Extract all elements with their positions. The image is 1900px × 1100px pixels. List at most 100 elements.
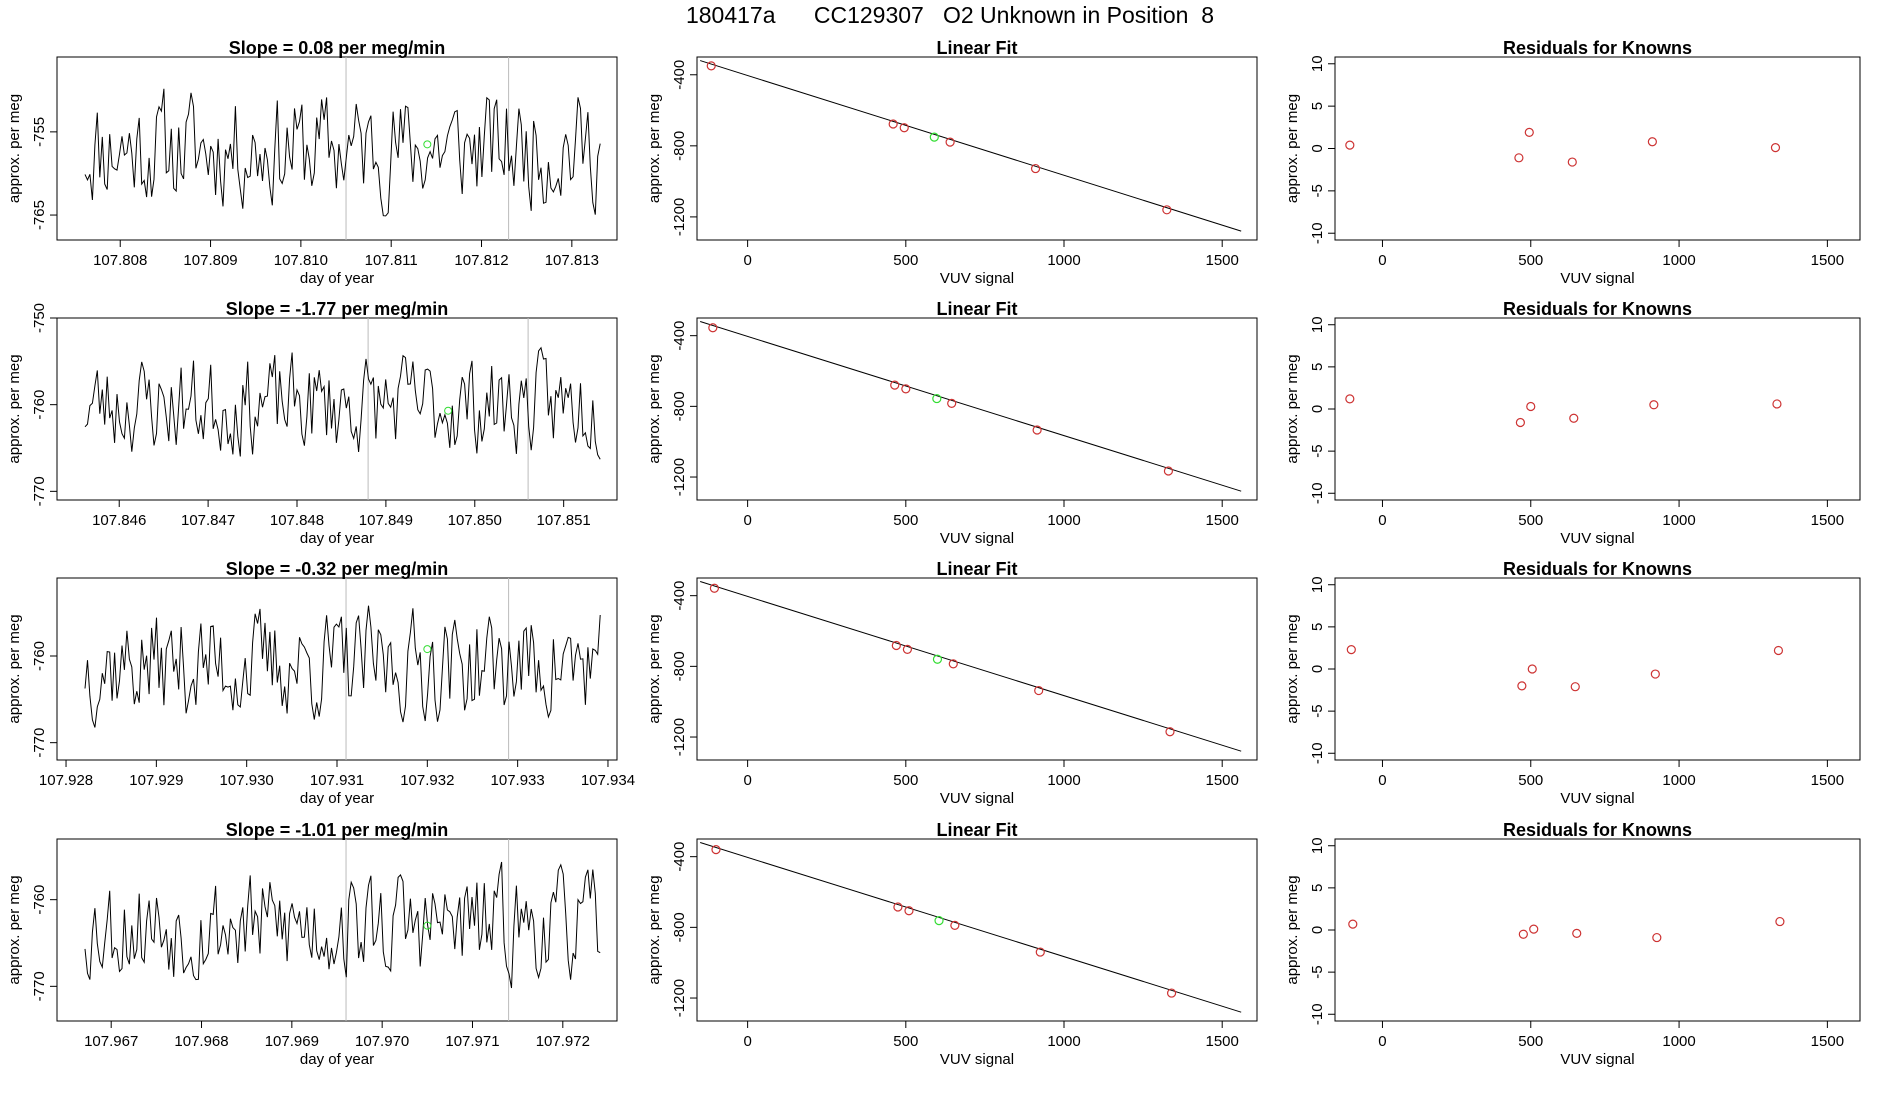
- known-point: [1035, 947, 1045, 957]
- x-axis-label: VUV signal: [1560, 1051, 1634, 1068]
- known-point: [1772, 399, 1782, 409]
- x-tick-label: 1000: [1047, 512, 1080, 529]
- known-point: [891, 640, 901, 651]
- x-tick-label: 1500: [1206, 512, 1239, 529]
- unknown-point: [932, 393, 942, 404]
- x-tick-label: 1000: [1662, 1033, 1695, 1050]
- x-tick-label: 0: [743, 512, 751, 529]
- panel-3-2: Residuals for Knowns 0 500 1000 1500 VUV sign…: [1284, 299, 1861, 547]
- known-point: [1773, 645, 1784, 656]
- x-tick-label: 107.931: [310, 772, 364, 789]
- y-axis-label: approx. per meg: [1284, 875, 1301, 984]
- unknown-point: [444, 406, 453, 415]
- known-point: [711, 845, 721, 855]
- plot-frame: [1334, 838, 1861, 1022]
- known-point: [1345, 140, 1355, 150]
- known-point: [1348, 919, 1358, 929]
- x-tick-label: 1000: [1047, 772, 1080, 789]
- y-tick-label: -400: [671, 581, 688, 611]
- panel-title: Residuals for Knowns: [1503, 559, 1692, 579]
- x-tick-label: 1000: [1047, 252, 1080, 269]
- known-point: [1650, 669, 1660, 679]
- y-tick-label: 0: [1309, 926, 1326, 934]
- known-point: [893, 902, 903, 912]
- y-axis-label: approx. per meg: [646, 354, 663, 463]
- x-axis-label: VUV signal: [940, 790, 1014, 807]
- x-tick-label: 107.808: [93, 252, 147, 269]
- known-point: [1775, 916, 1785, 927]
- y-tick-label: -5: [1309, 965, 1326, 978]
- x-axis-label: day of year: [300, 530, 374, 547]
- known-point: [901, 384, 911, 394]
- x-tick-label: 1500: [1206, 252, 1239, 269]
- known-point: [1517, 681, 1527, 691]
- y-tick-label: -400: [671, 321, 688, 351]
- known-point: [1569, 413, 1579, 423]
- known-point: [888, 119, 898, 129]
- y-tick-label: -1200: [671, 198, 688, 236]
- y-tick-label: 10: [1309, 837, 1326, 854]
- y-tick-label: -765: [31, 200, 48, 230]
- x-tick-label: 500: [1518, 512, 1543, 529]
- known-point: [948, 659, 958, 669]
- panel-title: Slope = -0.32 per meg/min: [226, 559, 449, 579]
- panel-1-2: Slope = -1.77 per meg/min 107.846 107.847 1…: [6, 299, 618, 547]
- panel-title: Residuals for Knowns: [1503, 820, 1692, 840]
- y-tick-label: -800: [671, 912, 688, 942]
- y-tick-label: -5: [1309, 704, 1326, 717]
- known-point: [1647, 137, 1657, 147]
- y-tick-label: -800: [671, 131, 688, 161]
- x-tick-label: 1500: [1811, 252, 1844, 269]
- x-tick-label: 1500: [1811, 512, 1844, 529]
- unknown-point: [423, 645, 432, 654]
- known-point: [1034, 685, 1044, 696]
- plot-frame: [696, 56, 1258, 241]
- y-tick-label: -10: [1309, 482, 1326, 504]
- y-tick-label: -800: [671, 651, 688, 681]
- y-axis-label: approx. per meg: [646, 614, 663, 723]
- series-trace: [84, 346, 601, 460]
- y-tick-label: 10: [1309, 576, 1326, 593]
- x-tick-label: 107.929: [129, 772, 183, 789]
- y-tick-label: -5: [1309, 184, 1326, 197]
- panel-1-4: Slope = -1.01 per meg/min 107.967 107.968 1…: [6, 820, 618, 1068]
- known-point: [890, 380, 900, 390]
- x-tick-label: 107.848: [270, 512, 324, 529]
- x-tick-label: 107.850: [448, 512, 502, 529]
- plot-frame: [56, 56, 618, 241]
- x-tick-label: 0: [1378, 252, 1386, 269]
- known-point: [706, 61, 716, 71]
- known-point: [1649, 400, 1659, 410]
- known-point: [1567, 157, 1577, 167]
- panel-title: Slope = -1.01 per meg/min: [226, 820, 449, 840]
- known-point: [1346, 645, 1356, 655]
- x-tick-label: 0: [1378, 772, 1386, 789]
- x-tick-label: 107.967: [84, 1033, 138, 1050]
- x-tick-label: 107.934: [581, 772, 635, 789]
- y-tick-label: -800: [671, 391, 688, 421]
- panel-3-1: Residuals for Knowns 0 500 1000 1500 VUV sign…: [1284, 38, 1861, 287]
- x-tick-label: 1500: [1811, 772, 1844, 789]
- unknown-point: [934, 916, 944, 926]
- series-trace: [84, 605, 601, 728]
- x-tick-label: 0: [743, 772, 751, 789]
- x-axis-label: VUV signal: [940, 530, 1014, 547]
- y-axis-label: approx. per meg: [6, 94, 23, 203]
- y-tick-label: -770: [31, 971, 48, 1001]
- y-tick-label: -1200: [671, 718, 688, 756]
- plot-frame: [696, 317, 1258, 501]
- unknown-point: [932, 654, 943, 664]
- known-point: [1032, 425, 1042, 435]
- x-tick-label: 1500: [1206, 772, 1239, 789]
- y-tick-label: 5: [1309, 363, 1326, 371]
- y-tick-label: 10: [1309, 55, 1326, 72]
- x-tick-label: 500: [1518, 1033, 1543, 1050]
- x-tick-label: 107.968: [174, 1033, 228, 1050]
- unknown-point: [423, 921, 432, 930]
- x-axis-label: day of year: [300, 1051, 374, 1068]
- x-axis-label: day of year: [300, 790, 374, 807]
- known-point: [1529, 924, 1539, 934]
- x-tick-label: 500: [893, 1033, 918, 1050]
- y-axis-label: approx. per meg: [1284, 614, 1301, 723]
- y-tick-label: 0: [1309, 405, 1326, 413]
